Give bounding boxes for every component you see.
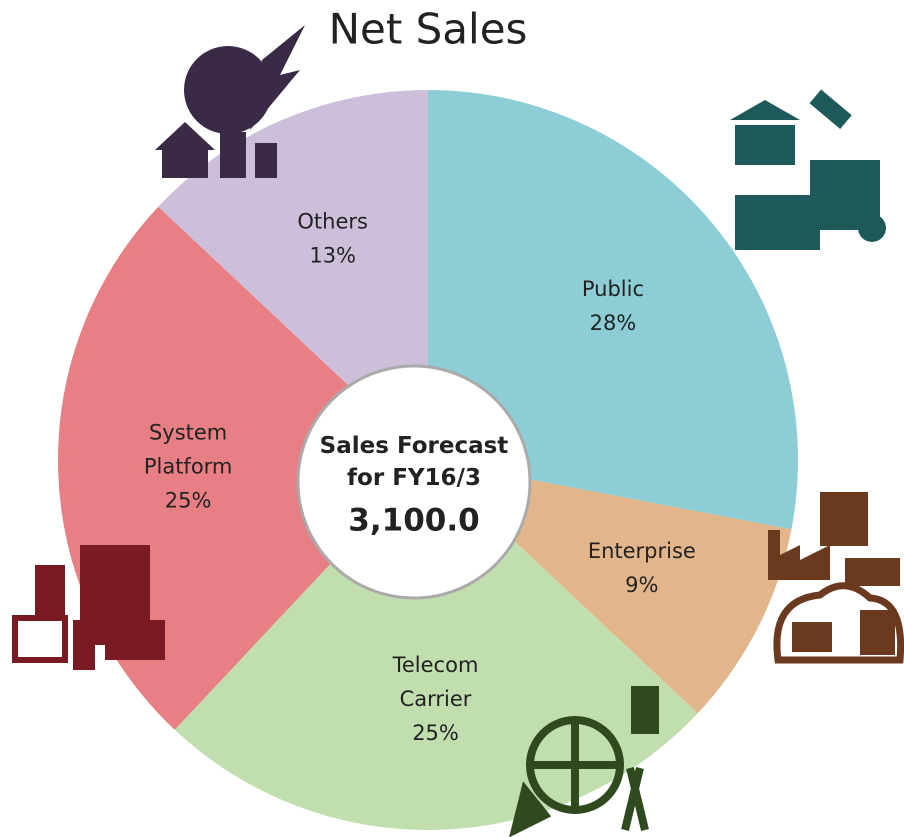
value-label: 28% xyxy=(590,311,637,335)
slice-label: Enterprise xyxy=(588,539,696,563)
chart-title: Net Sales xyxy=(329,5,528,54)
value-label: 13% xyxy=(309,244,356,268)
icon-public xyxy=(730,89,886,250)
center-value: 3,100.0 xyxy=(348,503,479,539)
slice-label: Public xyxy=(582,277,644,301)
icon-system xyxy=(15,545,165,670)
slice-label: Others xyxy=(297,210,368,234)
value-label: 25% xyxy=(412,721,459,745)
page: Sales Forecastfor FY16/3 3,100.0 Net Sal… xyxy=(0,0,904,837)
chart: Sales Forecastfor FY16/3 3,100.0 Net Sal… xyxy=(0,0,904,837)
value-label: 25% xyxy=(165,489,212,513)
value-label: 9% xyxy=(625,573,658,597)
